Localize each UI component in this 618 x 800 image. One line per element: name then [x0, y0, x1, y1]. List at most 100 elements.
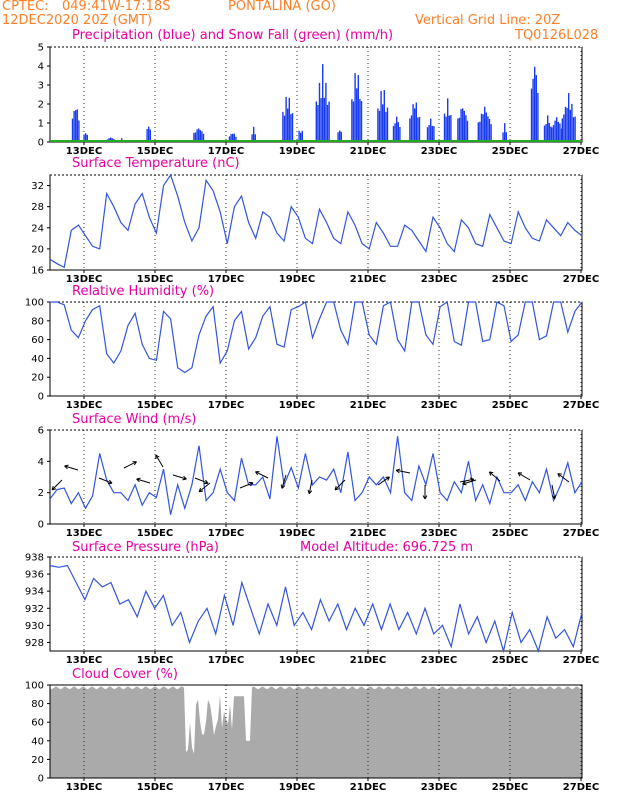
precip-bar: [399, 127, 401, 142]
precip-bar: [235, 136, 237, 142]
precip-bar: [462, 108, 464, 142]
panel-frame: [49, 301, 583, 397]
y-tick-label: 938: [25, 553, 44, 564]
y-tick-label: 5: [38, 43, 44, 54]
precip-bar: [559, 123, 561, 142]
precip-bar: [322, 64, 324, 142]
x-tick-label: 23DEC: [421, 146, 457, 157]
x-tick-label: 25DEC: [492, 146, 528, 157]
precip-bar: [556, 117, 558, 142]
wind-arrow: [557, 473, 570, 483]
precip-bar: [326, 104, 329, 142]
x-tick-label: 13DEC: [66, 146, 102, 157]
precip-bar: [426, 127, 429, 142]
precip-bar: [146, 129, 148, 142]
precip-bar: [457, 118, 459, 142]
wind-arrow-head: [554, 494, 557, 499]
precip-bar: [428, 125, 430, 142]
x-tick-label: 27DEC: [563, 400, 599, 411]
wind-arrow-head: [280, 484, 283, 489]
precip-bar: [317, 105, 319, 142]
wind-arrow: [459, 478, 474, 483]
wind-arrow-head: [255, 471, 259, 476]
wind-arrow: [489, 471, 501, 482]
y-tick-label: 932: [25, 604, 44, 615]
precip-bar: [325, 82, 327, 142]
precip-bar: [328, 101, 330, 142]
wind-arrow-head: [250, 482, 254, 487]
cloud-title: Cloud Cover (%): [72, 667, 178, 682]
header-coords: 049:41W-17:18S: [62, 0, 171, 14]
precip-bar: [340, 131, 342, 142]
x-tick-label: 17DEC: [208, 146, 244, 157]
x-tick-label: 23DEC: [421, 655, 457, 666]
y-tick-label: 0: [38, 774, 44, 785]
precip-bar: [359, 99, 361, 142]
precip-bar: [201, 131, 203, 142]
wind-arrow: [334, 479, 346, 491]
y-tick-label: 0: [38, 520, 44, 531]
y-tick-label: 100: [25, 298, 44, 309]
precip-bar: [543, 125, 546, 142]
x-tick-label: 17DEC: [208, 782, 244, 793]
wind-arrow: [377, 476, 390, 486]
wind-arrow-head: [205, 479, 209, 484]
precip-bar: [339, 130, 341, 142]
precip-bar: [568, 93, 570, 142]
precip-bar: [378, 110, 381, 142]
x-tick-label: 15DEC: [137, 146, 173, 157]
y-tick-label: 3: [38, 81, 44, 92]
precip-bar: [300, 132, 302, 142]
precip-bar: [301, 130, 303, 142]
precip-bar: [465, 115, 467, 142]
x-tick-label: 27DEC: [563, 528, 599, 539]
precip-bar: [315, 101, 317, 142]
y-tick-label: 20: [31, 755, 44, 766]
cloud-cover-area: [50, 686, 582, 778]
precip-bar: [288, 97, 290, 142]
precip-bar: [535, 75, 537, 142]
precip-bar: [566, 107, 568, 142]
precip-bar: [287, 108, 289, 142]
wind-arrow: [462, 479, 477, 485]
y-tick-label: 936: [25, 570, 44, 581]
wind-arrow-head: [396, 468, 401, 471]
precip-bar: [445, 116, 447, 142]
wind-arrow-head: [198, 490, 204, 493]
precip-bar: [285, 96, 287, 142]
precip-bar: [282, 111, 284, 142]
precip-bar: [394, 123, 396, 142]
precip-bar: [409, 118, 411, 142]
precip-bar: [545, 124, 547, 142]
precip-bar: [251, 134, 253, 142]
precip-bar: [233, 133, 235, 142]
wind-arrow-head: [51, 485, 54, 491]
precip-bar: [537, 93, 539, 142]
x-tick-label: 17DEC: [208, 274, 244, 285]
series-line: [50, 300, 583, 374]
y-tick-label: 928: [25, 638, 44, 649]
y-tick-label: 60: [31, 335, 44, 346]
precip-bar: [487, 116, 489, 142]
wind-arrow-head: [334, 488, 340, 491]
precip-bar: [550, 126, 552, 142]
wind-arrow: [551, 484, 556, 499]
precip-bar: [149, 129, 151, 142]
x-tick-label: 25DEC: [492, 782, 528, 793]
precip-bar: [323, 98, 325, 142]
precip-bar: [479, 121, 481, 142]
precip-bar: [460, 109, 462, 142]
precip-bar: [484, 106, 486, 142]
wind-arrow-head: [64, 465, 68, 470]
x-tick-label: 13DEC: [66, 528, 102, 539]
wind-arrow-head: [469, 477, 474, 480]
precip-bar: [148, 126, 150, 142]
x-tick-label: 27DEC: [563, 782, 599, 793]
y-tick-label: 2: [38, 100, 44, 111]
precip-bar: [502, 132, 504, 142]
y-tick-label: 40: [31, 354, 44, 365]
precip-bar: [551, 127, 553, 142]
wind-arrow: [98, 477, 113, 484]
y-tick-label: 32: [31, 181, 44, 192]
x-tick-label: 15DEC: [137, 782, 173, 793]
